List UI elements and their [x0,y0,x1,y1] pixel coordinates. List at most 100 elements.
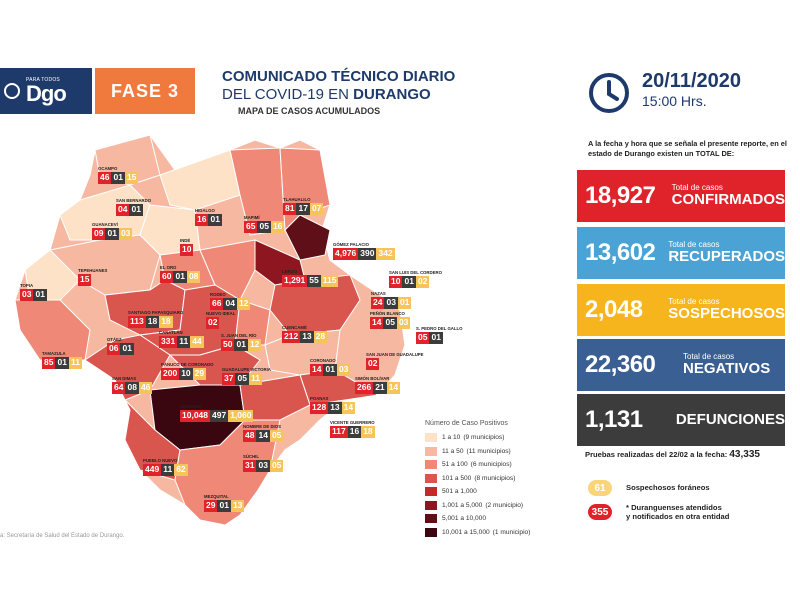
municipio-marker: SÚCHIL 31 03 05 [243,454,284,472]
confirmed-count: 04 [116,204,130,216]
municipio-name: SAN LUIS DEL CORDERO [389,270,442,275]
municipio-name: GUANACEVÍ [92,222,118,227]
region-hidalgo [159,149,241,211]
map-legend-swatch [425,446,437,456]
pruebas-value: 43,335 [729,449,760,460]
pruebas-label: Pruebas realizadas del 22/02 a la fecha: [585,450,728,459]
municipio-name: LERDO [282,269,298,274]
confirmed-count: 113 [128,316,146,328]
stat-big-label: RECUPERADOS [668,248,785,266]
municipio-name: SANTIAGO PAPASQUIARO [128,310,184,315]
foraneos-legend: 61 Sospechosos foráneos [588,480,710,496]
state-seal-icon [4,83,20,99]
stat-value: 18,927 [585,182,656,209]
deaths-count: 01 [429,332,443,344]
municipio-marker: LERDO 1,291 55 115 [282,269,339,287]
confirmed-count: 10 [180,244,194,256]
suspect-count: 02 [415,276,430,288]
municipio-marker: CUENCAMÉ 212 13 28 [282,325,328,343]
municipio-marker: TEPEHUANES 15 [78,268,107,286]
confirmed-count: 05 [416,332,430,344]
map-legend-item: 1,001 a 5,000 (2 municipio) [425,499,530,513]
map-legend-label: 1 a 10 [442,434,461,442]
municipio-name: GÓMEZ PALACIO [333,242,369,247]
deaths-count: 05 [257,221,271,233]
map-legend-swatch [425,500,437,510]
municipio-marker: GUANACEVÍ 09 01 03 [92,222,133,240]
map-legend-note: (2 municipio) [485,501,524,509]
deaths-count: 05 [383,317,397,329]
deaths-count: 01 [111,172,125,184]
deaths-count: 17 [296,203,310,215]
municipio-name: SAN BERNARDO [116,198,152,203]
municipio-name: OTÁEZ [107,337,122,342]
region-tlahualilo [279,147,331,232]
deaths-count: 390 [358,248,377,260]
suspect-count: 03 [118,228,133,240]
municipio-name: CANATLÁN [159,330,183,335]
deaths-count: 04 [223,298,237,310]
deaths-count: 01 [208,214,222,226]
municipio-marker: MAPIMÍ 65 05 16 [244,215,285,233]
deaths-count: 03 [384,297,398,309]
suspect-count: 05 [269,460,284,472]
municipio-name: PUEBLO NUEVO [143,458,178,463]
municipio-marker: PEÑÓN BLANCO 14 05 03 [370,311,411,329]
municipio-marker: VICENTE GUERRERO 117 16 18 [330,420,375,438]
municipio-marker: SAN JUAN DE GUADALUPE 02 [366,352,424,370]
suspect-count: 12 [247,339,262,351]
confirmed-count: 200 [161,368,180,380]
municipio-name: CUENCAMÉ [282,325,307,330]
deaths-count: 10 [179,368,193,380]
confirmed-count: 65 [244,221,258,233]
confirmed-count: 24 [371,297,385,309]
stat-value: 22,360 [585,351,656,378]
otra-entidad-label-1: * Duranguenses atendidos [626,503,722,512]
suspect-count: 15 [124,172,139,184]
confirmed-count: 128 [310,402,329,414]
suspect-count: 18 [159,316,173,328]
confirmed-count: 64 [112,382,126,394]
map-legend-label: 101 a 500 [442,474,472,482]
municipio-marker: TLAHUALILO 81 17 07 [283,197,324,215]
suspect-count: 03 [396,317,411,329]
deaths-count: 13 [328,402,342,414]
municipio-marker: SAN DIMAS 64 08 46 [112,376,153,394]
confirmed-count: 50 [221,339,235,351]
suspect-count: 11 [68,357,82,369]
municipio-marker: INDÉ 10 [180,238,194,256]
confirmed-count: 15 [78,274,92,286]
confirmed-count: 06 [107,343,121,355]
suspect-count: 46 [138,382,153,394]
confirmed-count: 331 [159,336,178,348]
confirmed-count: 1,291 [282,275,308,287]
stat-big-label: SOSPECHOSOS [668,305,785,323]
map-legend-label: 11 a 50 [442,447,464,455]
map-legend-swatch [425,514,437,524]
municipio-marker: OCAMPO 46 01 15 [98,166,139,184]
municipio-name: CORONADO [310,358,336,363]
suspect-count: 01 [397,297,412,309]
suspect-count: 1,060 [228,410,254,422]
municipio-marker: PUEBLO NUEVO 449 11 62 [143,458,188,476]
municipio-marker: SIMÓN BOLÍVAR 266 21 14 [355,376,401,394]
confirmed-count: 81 [283,203,297,215]
municipio-marker: PÁNUCO DE CORONADO 200 10 29 [161,362,214,380]
deaths-count: 01 [323,364,337,376]
municipio-marker: S. JUAN DEL RÍO 50 01 12 [221,333,262,351]
map-legend-label: 1,001 a 5,000 [442,501,483,509]
municipio-name: NAZAS [371,291,386,296]
map-legend-item: 1 a 10 (9 municipios) [425,431,530,445]
stat-big-label: CONFIRMADOS [671,191,785,209]
map-legend-item: 10,001 a 15,000 (1 municipio) [425,526,530,540]
deaths-count: 01 [234,339,248,351]
municipio-name: RODEO [210,292,226,297]
municipio-marker: SANTIAGO PAPASQUIARO 113 18 18 [128,310,183,328]
municipio-marker: NAZAS 24 03 01 [371,291,412,309]
suspect-count: 29 [192,368,207,380]
subtitle-prefix: DEL COVID-19 EN [222,86,354,103]
municipio-marker: RODEO 66 04 12 [210,292,251,310]
deaths-count: 01 [105,228,119,240]
deaths-count: 05 [235,373,249,385]
logo-tagline: PARA TODOS [26,76,60,83]
